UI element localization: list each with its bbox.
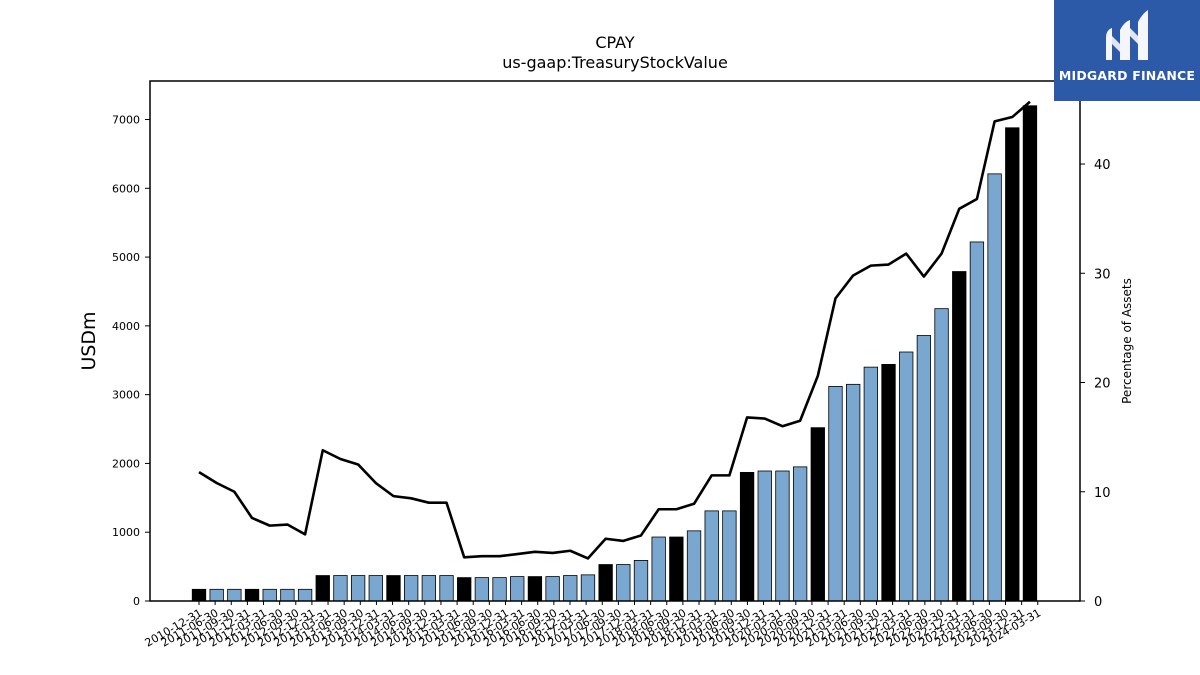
bar-2022-09-30 — [1005, 127, 1020, 602]
bar-2017-12-31 — [669, 536, 684, 602]
bar-2019-03-31 — [757, 470, 772, 602]
bar-2015-09-30 — [510, 576, 525, 602]
bar-2016-12-31 — [598, 564, 613, 602]
y-axis-right: 0 10 20 30 40 — [1080, 158, 1111, 610]
bar-2016-09-30 — [580, 574, 596, 602]
bar-2013-03-31 — [333, 575, 348, 602]
percentage-of-assets-line — [198, 100, 1031, 560]
bar-2014-03-31 — [404, 575, 419, 602]
bar-2015-03-31 — [474, 577, 490, 602]
bar-2012-09-30 — [297, 588, 313, 602]
bar-2013-09-30 — [368, 575, 383, 602]
bar-2014-09-30 — [439, 575, 454, 602]
bar-2011-09-30 — [227, 588, 242, 602]
bar-2016-06-30 — [563, 575, 578, 602]
bar-2010-12-31 — [191, 588, 207, 602]
chart-subtitle: us-gaap:TreasuryStockValue — [502, 53, 728, 72]
bar-2013-06-30 — [350, 575, 366, 602]
bar-2018-06-30 — [704, 510, 719, 602]
y2-tick-label: 20 — [1094, 377, 1111, 392]
line-series — [198, 100, 1031, 560]
bar-2015-06-30 — [492, 577, 507, 602]
bar-series — [191, 105, 1038, 602]
y-tick-label: 7000 — [112, 114, 140, 127]
y-tick-label: 0 — [133, 595, 140, 608]
bar-2020-06-30 — [846, 383, 861, 602]
y-tick-label: 6000 — [112, 182, 140, 195]
bar-2011-06-30 — [209, 588, 224, 602]
bar-2017-09-30 — [651, 536, 666, 602]
chart-title: CPAY — [595, 33, 635, 52]
bar-2019-06-30 — [775, 470, 790, 602]
y-tick-label: 2000 — [112, 457, 140, 470]
bar-2012-06-30 — [280, 588, 295, 602]
bar-2013-12-31 — [386, 575, 401, 602]
bar-2011-12-31 — [244, 588, 260, 602]
bar-2021-03-31 — [899, 351, 914, 602]
brand-name: MIDGARD FINANCE — [1058, 68, 1196, 83]
bar-2021-09-30 — [934, 308, 949, 602]
bar-2020-09-30 — [863, 366, 878, 602]
y-tick-label: 4000 — [112, 320, 140, 333]
y-axis-label: USDm — [78, 311, 100, 370]
bar-2014-12-31 — [457, 577, 472, 602]
y-tick-label: 3000 — [112, 389, 140, 402]
bar-2021-12-31 — [952, 271, 967, 602]
y-tick-label: 1000 — [112, 526, 140, 539]
bar-2015-12-31 — [527, 576, 543, 602]
y2-tick-label: 40 — [1094, 158, 1111, 173]
y2-tick-label: 0 — [1094, 595, 1102, 610]
bar-2022-06-30 — [987, 173, 1002, 602]
bar-2019-09-30 — [792, 466, 808, 602]
bar-2019-12-31 — [810, 427, 825, 602]
y2-axis-label: Percentage of Assets — [1120, 278, 1134, 404]
x-axis: 2010-12-312011-06-302011-09-302011-12-31… — [143, 601, 1043, 650]
bar-2018-03-31 — [686, 530, 702, 602]
midgard-finance-logo: MIDGARD FINANCE — [1054, 0, 1200, 101]
bar-2012-03-31 — [262, 588, 277, 602]
bar-2016-03-31 — [545, 576, 560, 602]
y-tick-label: 5000 — [112, 251, 140, 264]
y2-tick-label: 10 — [1094, 486, 1111, 501]
bar-2018-12-31 — [739, 471, 755, 602]
bar-2022-03-31 — [969, 241, 985, 602]
bar-2018-09-30 — [722, 510, 737, 602]
bar-2020-12-31 — [881, 363, 896, 602]
y-axis-left: 0 1000 2000 3000 4000 5000 6000 7000 — [112, 114, 150, 608]
midgard-m-logo-icon — [1106, 10, 1148, 60]
bar-2021-06-30 — [916, 335, 932, 602]
bar-2014-06-30 — [421, 575, 436, 602]
y2-tick-label: 30 — [1094, 267, 1111, 282]
bar-2017-03-31 — [616, 564, 631, 602]
bar-2012-12-31 — [315, 575, 330, 602]
bar-2022-12-31 — [1022, 105, 1038, 602]
plot-frame — [149, 80, 1081, 602]
bar-2017-06-30 — [633, 560, 649, 602]
bar-2020-03-31 — [828, 385, 843, 602]
